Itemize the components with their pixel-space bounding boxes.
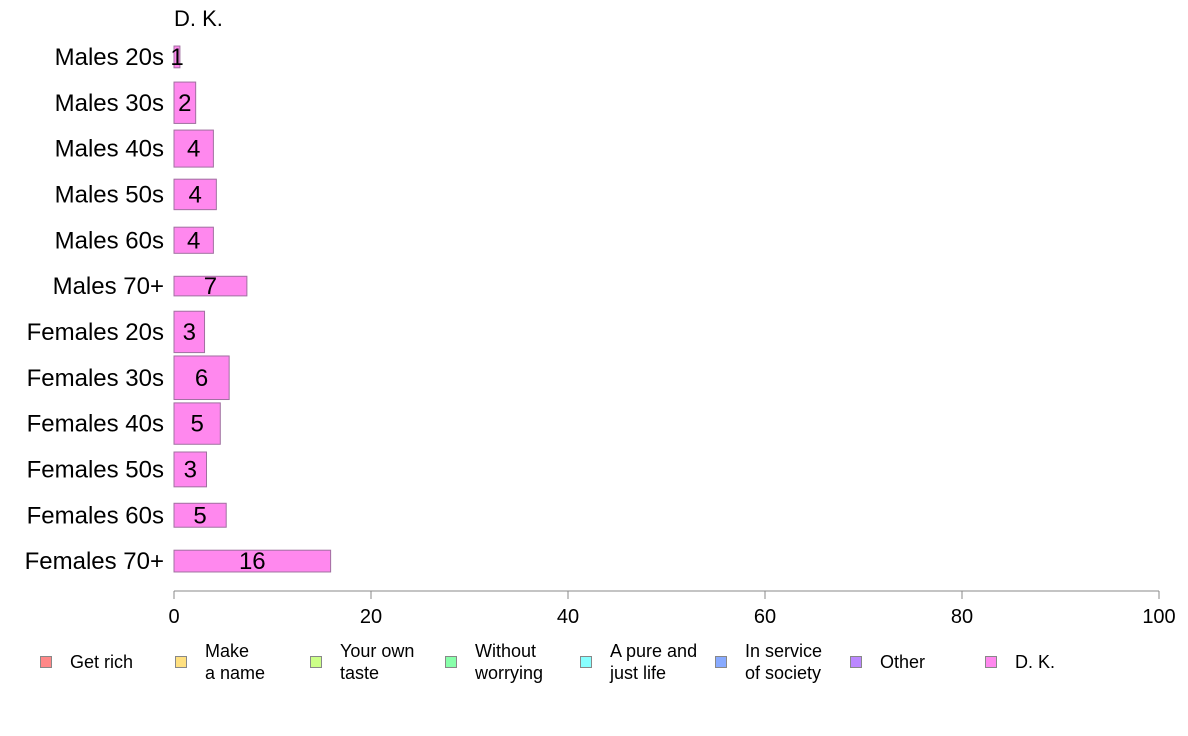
bar-value-label: 4 bbox=[188, 181, 201, 208]
x-tick-label: 20 bbox=[360, 606, 382, 628]
legend: Get rich Make a name Your own taste Without… bbox=[40, 640, 1160, 700]
legend-swatch bbox=[175, 656, 187, 668]
category-label: Males 60s bbox=[55, 227, 164, 254]
legend-label: In service of society bbox=[745, 641, 823, 683]
legend-label: Other bbox=[880, 652, 926, 672]
x-tick-label: 40 bbox=[557, 606, 579, 628]
bar bbox=[173, 549, 332, 573]
category-label: Females 60s bbox=[27, 502, 164, 529]
legend-item: Your own taste bbox=[310, 640, 414, 684]
legend-swatch bbox=[715, 656, 727, 668]
bar-value-label: 16 bbox=[239, 548, 266, 575]
legend-label: D. K. bbox=[1015, 652, 1056, 672]
legend-swatch bbox=[580, 656, 592, 668]
legend-swatch bbox=[445, 656, 457, 668]
legend-item: Other bbox=[850, 640, 925, 684]
x-tick-label: 60 bbox=[754, 606, 776, 628]
x-tick-label: 0 bbox=[168, 606, 179, 628]
legend-swatch bbox=[985, 656, 997, 668]
legend-label: Without worrying bbox=[475, 641, 544, 683]
bar-value-label: 3 bbox=[184, 456, 197, 483]
bar bbox=[173, 129, 214, 168]
legend-label: A pure and just life bbox=[610, 641, 698, 683]
bar bbox=[173, 310, 206, 354]
legend-item: Make a name bbox=[175, 640, 265, 684]
bar-value-label: 7 bbox=[204, 273, 217, 300]
legend-item: A pure and just life bbox=[580, 640, 697, 684]
bar-value-label: 4 bbox=[187, 227, 200, 254]
bar bbox=[173, 275, 248, 297]
category-label: Males 40s bbox=[55, 136, 164, 163]
bar-value-label: 5 bbox=[193, 502, 206, 529]
bar bbox=[173, 45, 181, 69]
bar bbox=[173, 226, 214, 254]
category-label: Males 20s bbox=[55, 44, 164, 71]
bar-value-label: 3 bbox=[183, 319, 196, 346]
legend-item: D. K. bbox=[985, 640, 1055, 684]
bar bbox=[173, 355, 230, 401]
category-label: Females 20s bbox=[27, 319, 164, 346]
bar bbox=[173, 451, 208, 488]
bar-value-label: 6 bbox=[195, 365, 208, 392]
x-tick-label: 80 bbox=[951, 606, 973, 628]
legend-swatch bbox=[310, 656, 322, 668]
category-label: Females 30s bbox=[27, 365, 164, 392]
legend-item: Get rich bbox=[40, 640, 133, 684]
x-tick-label: 100 bbox=[1142, 606, 1175, 628]
bar bbox=[173, 402, 221, 445]
legend-swatch bbox=[850, 656, 862, 668]
bar-value-label: 5 bbox=[190, 411, 203, 438]
category-label: Males 70+ bbox=[53, 273, 164, 300]
category-label: Males 30s bbox=[55, 90, 164, 117]
category-label: Females 70+ bbox=[25, 548, 164, 575]
bar-value-label: 2 bbox=[178, 90, 191, 117]
category-label: Females 50s bbox=[27, 456, 164, 483]
category-label: Males 50s bbox=[55, 181, 164, 208]
legend-label: Make a name bbox=[205, 641, 266, 683]
category-label: Females 40s bbox=[27, 411, 164, 438]
legend-label: Your own taste bbox=[340, 641, 415, 683]
bar bbox=[173, 502, 227, 528]
bar bbox=[173, 81, 197, 124]
x-axis: 0 20 40 60 80 100 bbox=[168, 590, 1176, 628]
bar bbox=[173, 178, 217, 211]
legend-swatch bbox=[40, 656, 52, 668]
panel-title: D. K. bbox=[174, 6, 223, 31]
legend-item: Without worrying bbox=[445, 640, 543, 684]
bar-value-label: 1 bbox=[170, 44, 183, 71]
bar-value-label: 4 bbox=[187, 136, 200, 163]
legend-label: Get rich bbox=[70, 652, 134, 672]
legend-item: In service of society bbox=[715, 640, 822, 684]
